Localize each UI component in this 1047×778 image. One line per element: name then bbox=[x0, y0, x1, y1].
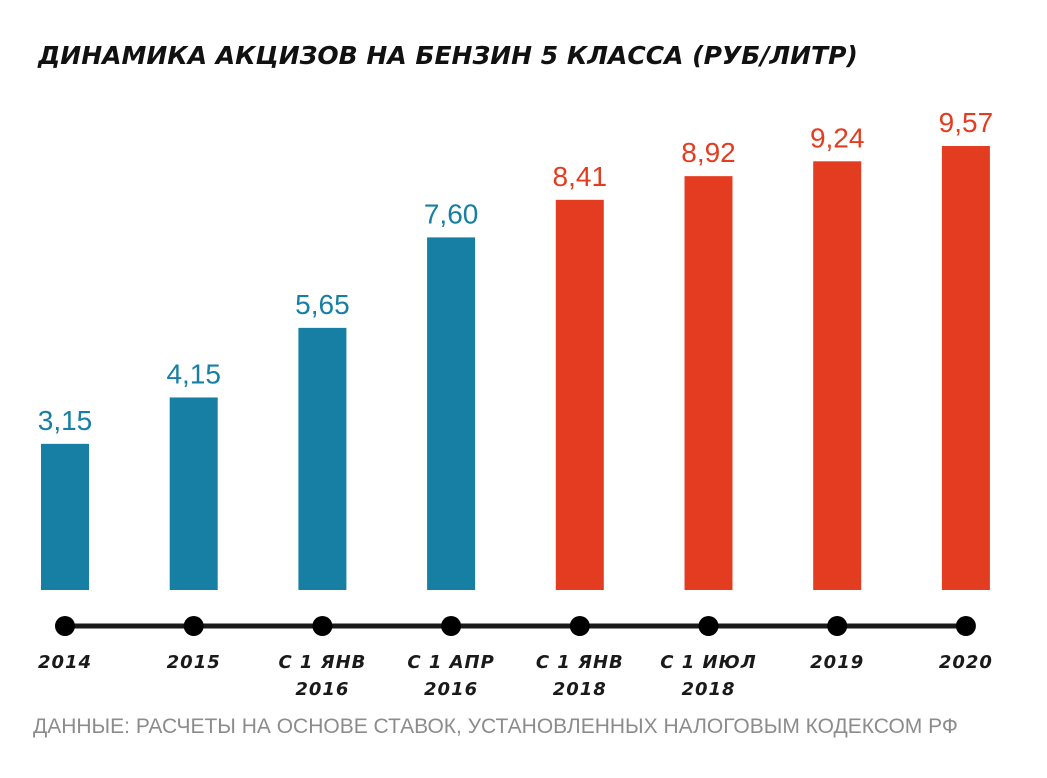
chart-title: ДИНАМИКА АКЦИЗОВ НА БЕНЗИН 5 КЛАССА (РУБ… bbox=[37, 41, 858, 70]
timeline-dot bbox=[827, 616, 848, 636]
category-label: 2014 bbox=[38, 652, 92, 673]
timeline-dot bbox=[312, 616, 333, 636]
timeline-dot bbox=[569, 616, 590, 636]
timeline-dot bbox=[441, 616, 462, 636]
category-label: 2015 bbox=[167, 652, 221, 673]
bar bbox=[684, 176, 733, 590]
category-label: С 1 ЯНВ 2018 bbox=[536, 652, 624, 700]
bar bbox=[555, 199, 604, 590]
data-label: 9,57 bbox=[939, 107, 994, 138]
timeline-dot bbox=[183, 616, 204, 636]
bar bbox=[813, 161, 862, 590]
data-label: 9,24 bbox=[810, 122, 865, 153]
source-note: ДАННЫЕ: РАСЧЕТЫ НА ОСНОВЕ СТАВОК, УСТАНО… bbox=[33, 715, 958, 738]
data-label: 3,15 bbox=[38, 405, 93, 436]
data-label: 5,65 bbox=[295, 289, 350, 320]
bar bbox=[169, 397, 218, 590]
category-label: 2019 bbox=[810, 652, 864, 673]
bar bbox=[941, 146, 990, 590]
data-label: 8,92 bbox=[681, 137, 736, 168]
timeline-dot bbox=[698, 616, 719, 636]
data-label: 8,41 bbox=[553, 161, 608, 192]
timeline-dot bbox=[55, 616, 75, 636]
bar bbox=[298, 327, 347, 590]
category-label: 2020 bbox=[939, 652, 993, 673]
timeline-axis: 2014 2015 С 1 ЯНВ 2016 С 1 АПР 2016 С 1 ЯНВ 201… bbox=[38, 616, 993, 700]
category-label: С 1 ИЮЛ 2018 bbox=[660, 652, 756, 700]
data-label: 4,15 bbox=[166, 358, 221, 389]
bar bbox=[427, 237, 476, 590]
timeline-dot bbox=[955, 616, 976, 636]
category-label: С 1 ЯНВ 2016 bbox=[278, 652, 366, 700]
bars: 3,15 4,15 5,65 7,60 8,41 8,92 9,24 9,57 bbox=[38, 107, 993, 590]
bar bbox=[41, 443, 89, 590]
category-label: С 1 АПР 2016 bbox=[407, 652, 494, 700]
data-label: 7,60 bbox=[424, 198, 479, 229]
